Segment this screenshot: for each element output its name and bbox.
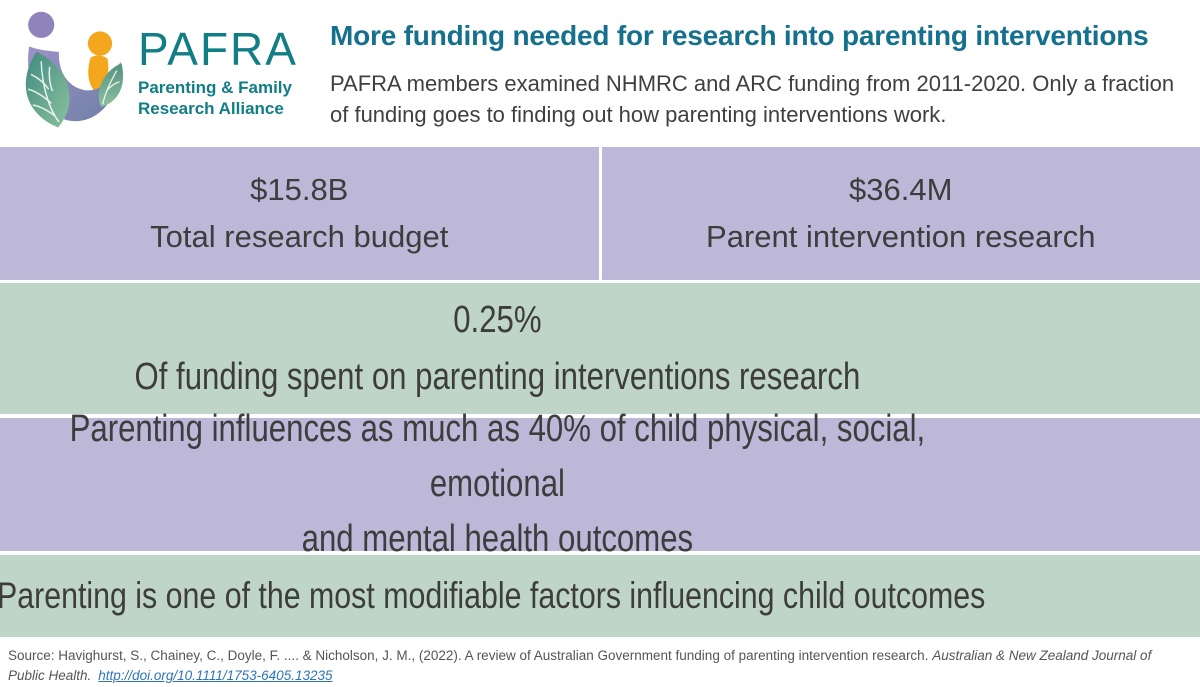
headline-block: More funding needed for research into pa… (330, 20, 1192, 131)
stat-value: $36.4M (849, 172, 953, 207)
citation-prefix: Source: Havighurst, S., Chainey, C., Doy… (8, 648, 933, 663)
row-divider (0, 414, 1200, 418)
stat-value: 0.25% (453, 299, 542, 342)
source-citation: Source: Havighurst, S., Chainey, C., Doy… (0, 637, 1200, 687)
pafra-logo: PAFRA Parenting & Family Research Allian… (16, 6, 313, 138)
modifiable-banner: Parenting is one of the most modifiable … (0, 555, 1200, 637)
stats-row: $15.8B Total research budget $36.4M Pare… (0, 147, 1200, 280)
influence-banner: Parenting influences as much as 40% of c… (0, 408, 1200, 560)
stat-parent-research: $36.4M Parent intervention research (601, 147, 1200, 280)
percentage-text: 0.25% Of funding spent on parenting inte… (30, 292, 965, 404)
stat-value: $15.8B (250, 172, 349, 207)
doi-link[interactable]: http://doi.org/10.1111/1753-6405.13235 (98, 668, 333, 684)
influence-text: Parenting influences as much as 40% of c… (69, 407, 926, 561)
row-divider (0, 280, 1200, 283)
header: PAFRA Parenting & Family Research Allian… (0, 0, 1200, 147)
brand-name: PAFRA (138, 23, 298, 75)
stat-label: Parent intervention research (706, 218, 1096, 254)
page-subtitle: PAFRA members examined NHMRC and ARC fun… (330, 71, 1175, 128)
stat-total-budget: $15.8B Total research budget (0, 147, 599, 280)
page-title: More funding needed for research into pa… (330, 20, 1149, 51)
row-divider (0, 551, 1200, 555)
stat-label: Total research budget (150, 218, 449, 254)
pafra-logo-icon (25, 11, 124, 128)
citation-text: Source: Havighurst, S., Chainey, C., Doy… (8, 646, 1190, 687)
modifiable-text: Parenting is one of the most modifiable … (0, 574, 986, 616)
percentage-banner: 0.25% Of funding spent on parenting inte… (0, 283, 1200, 414)
pafra-wordmark: PAFRA Parenting & Family Research Allian… (138, 26, 313, 119)
brand-tagline: Parenting & Family Research Alliance (138, 78, 292, 118)
citation-journal: Australian & New Zealand Journal of Publ… (8, 648, 1152, 684)
stat-label: Of funding spent on parenting interventi… (134, 355, 861, 398)
